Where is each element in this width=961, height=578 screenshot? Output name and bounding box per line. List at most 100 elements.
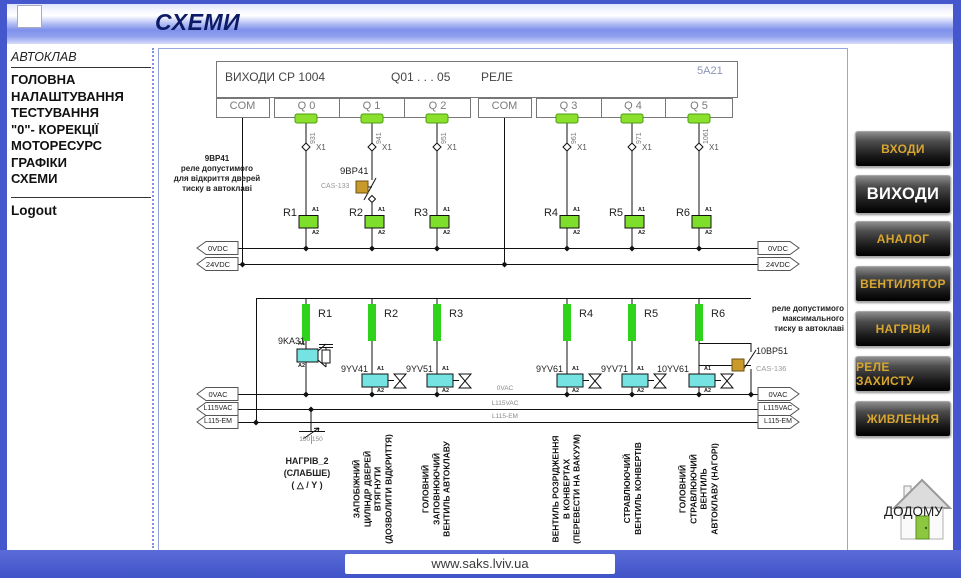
transformer-rating: 150 150 — [299, 436, 323, 443]
nav-button-label: ВХОДИ — [881, 142, 925, 156]
sheet-code: 5A21 — [697, 65, 723, 77]
tag-24vdc-right: 24VDC — [765, 260, 791, 269]
tag-0vac-left: 0VAC — [208, 390, 228, 399]
footer-bar: www.saks.lviv.ua — [0, 550, 961, 578]
a2-terminal: A2 — [704, 388, 712, 394]
output-desc-fill-valve: ГОЛОВНИЙ ЗАПОВНЮЮЧИЙ ВЕНТИЛЬ АВТОКЛАВУ — [420, 441, 452, 537]
output-desc-door-cylinder: ЗАПОБІЖНИЙ ЦИЛІНДР ДВЕРЕЙ ВТЯГНУТИ (ДОЗВ… — [351, 434, 394, 544]
tag-24vdc-left: 24VDC — [205, 260, 231, 269]
connector-diamonds — [301, 142, 704, 204]
terminal-q1: Q 1 — [362, 100, 381, 112]
schematic-panel: ВИХОДИ СР 1004 Q01 . . . 05 РЕЛЕ 5A21 CO… — [158, 48, 848, 551]
a2-terminal: A2 — [378, 230, 386, 236]
terminal-boxes — [216, 61, 738, 118]
relay-contacts — [302, 304, 703, 341]
nav-button-zhyvlennya[interactable]: ЖИВЛЕННЯ — [855, 401, 951, 437]
device-label-yv61: 9YV61 — [535, 364, 563, 374]
terminal-com-2: COM — [491, 100, 518, 112]
busname-0vac: 0VAC — [496, 385, 514, 392]
tag-l115vac-right: L115VAC — [763, 405, 793, 412]
nav-button-analog[interactable]: АНАЛОГ — [855, 221, 951, 257]
device-label-ka31: 9KA31 — [277, 336, 305, 346]
tag-0vdc-left: 0VDC — [207, 244, 228, 253]
sidebar-item-grafiki[interactable]: ГРАФІКИ — [11, 154, 67, 170]
a1-terminal: A1 — [572, 366, 580, 372]
bus-tags — [196, 241, 800, 429]
x1-label: X1 — [382, 143, 392, 152]
device-label-yv41: 9YV41 — [340, 364, 368, 374]
sidebar-item-shemy[interactable]: СХЕМИ — [11, 171, 58, 186]
a1-terminal: A1 — [704, 366, 712, 372]
cas-sensor-boxes — [355, 180, 745, 372]
a2-terminal: A2 — [312, 230, 320, 236]
x1-label: X1 — [642, 143, 652, 152]
sidebar-item-logout[interactable]: Logout — [11, 202, 57, 218]
relay-label-r4: R4 — [543, 207, 558, 219]
a1-terminal: A1 — [377, 366, 385, 372]
wire-number-1061: 1061 — [703, 128, 710, 144]
sidebar: АВТОКЛАВ ГОЛОВНА НАЛАШТУВАННЯ ТЕСТУВАННЯ… — [11, 50, 151, 218]
home-button-label[interactable]: ДОДОМУ — [884, 504, 943, 519]
tag-l115em-right: L115-EM — [764, 418, 792, 425]
a2-terminal: A2 — [637, 388, 645, 394]
sidebar-item-korekcii[interactable]: "0"- КОРЕКЦІЇ — [11, 121, 99, 137]
contact-label-r2: R2 — [384, 308, 399, 320]
relay-label-r3: R3 — [413, 207, 428, 219]
nav-button-rele-zahystu[interactable]: РЕЛЕ ЗАХИСТУ — [855, 356, 951, 392]
sidebar-item-golovna[interactable]: ГОЛОВНА — [11, 72, 76, 87]
device-label-bp51: 10BP51 — [756, 346, 789, 356]
a2-terminal: A2 — [442, 388, 450, 394]
nav-button-nagrivy[interactable]: НАГРІВИ — [855, 311, 951, 347]
wire-number-951: 951 — [441, 132, 448, 144]
sidebar-item-testuvannya[interactable]: ТЕСТУВАННЯ — [11, 105, 99, 120]
schematic-kind: РЕЛЕ — [481, 70, 513, 84]
wire-number-961: 961 — [571, 132, 578, 144]
nav-button-label: ВЕНТИЛЯТОР — [860, 277, 946, 291]
a2-terminal: A2 — [572, 388, 580, 394]
relay-label-r5: R5 — [608, 207, 623, 219]
wire-number-971: 971 — [636, 132, 643, 144]
sidebar-divider — [11, 196, 151, 198]
a2-terminal: A2 — [573, 230, 581, 236]
x1-label: X1 — [316, 143, 326, 152]
sidebar-header: АВТОКЛАВ — [11, 50, 151, 68]
device-label-bp41: 9BP41 — [340, 166, 369, 177]
device-label-cas136: CAS-136 — [756, 364, 787, 373]
a1-terminal: A1 — [443, 207, 451, 213]
titlebar-corner-box — [17, 5, 42, 28]
relay-label-r1: R1 — [282, 207, 297, 219]
x1-label: X1 — [577, 143, 587, 152]
wire-number-931: 931 — [310, 132, 317, 144]
a1-terminal: A1 — [298, 341, 306, 347]
note-bp41: 9BP41 реле допустимого для відкриття две… — [173, 154, 261, 193]
terminal-com-1: COM — [229, 100, 256, 112]
nav-button-vhody[interactable]: ВХОДИ — [855, 131, 951, 167]
device-label-cas133: CAS-133 — [321, 183, 350, 190]
nav-button-vyhody[interactable]: ВИХОДИ — [855, 175, 951, 214]
note-bp51: реле допустимого максимального тиску в а… — [771, 304, 844, 333]
a2-terminal: A2 — [298, 363, 306, 369]
nav-button-ventylator[interactable]: ВЕНТИЛЯТОР — [855, 266, 951, 302]
home-icon[interactable] — [892, 478, 952, 542]
a1-terminal: A1 — [573, 207, 581, 213]
terminal-q0: Q 0 — [297, 100, 316, 112]
tag-l115em-left: L115-EM — [204, 418, 232, 425]
output-desc-vacuum-valve: ВЕНТИЛЬ РОЗРІДЖЕННЯ В КОНВЕРТАХ (ПЕРЕВЕС… — [550, 434, 582, 544]
valve-symbols — [388, 373, 735, 389]
nav-button-label: АНАЛОГ — [876, 232, 930, 246]
nav-button-label: НАГРІВИ — [875, 322, 931, 336]
output-desc-vent-valve: СТРАВЛЮЮЧИЙ ВЕНТИЛЬ КОНВЕРТІВ — [622, 442, 643, 535]
a2-terminal: A2 — [443, 230, 451, 236]
sidebar-item-nalashtuvannya[interactable]: НАЛАШТУВАННЯ — [11, 88, 124, 104]
contact-label-r6: R6 — [711, 308, 726, 320]
a2-terminal: A2 — [377, 388, 385, 394]
sidebar-item-motoresurs[interactable]: МОТОРЕСУРС — [11, 138, 103, 153]
x1-label: X1 — [709, 143, 719, 152]
contact-label-r4: R4 — [579, 308, 594, 320]
footer-url: www.saks.lviv.ua — [345, 554, 615, 574]
output-desc-nagriv2: НАГРІВ_2 (СЛАБШЕ) ( △ / Y ) — [283, 456, 331, 490]
output-desc-main-vent-valve: ГОЛОВНИЙ СТРАВЛЮЮЧИЙ ВЕНТИЛЬ АВТОКЛАВУ (… — [677, 443, 720, 535]
device-label-yv71: 9YV71 — [600, 364, 628, 374]
relay-label-r6: R6 — [675, 207, 690, 219]
